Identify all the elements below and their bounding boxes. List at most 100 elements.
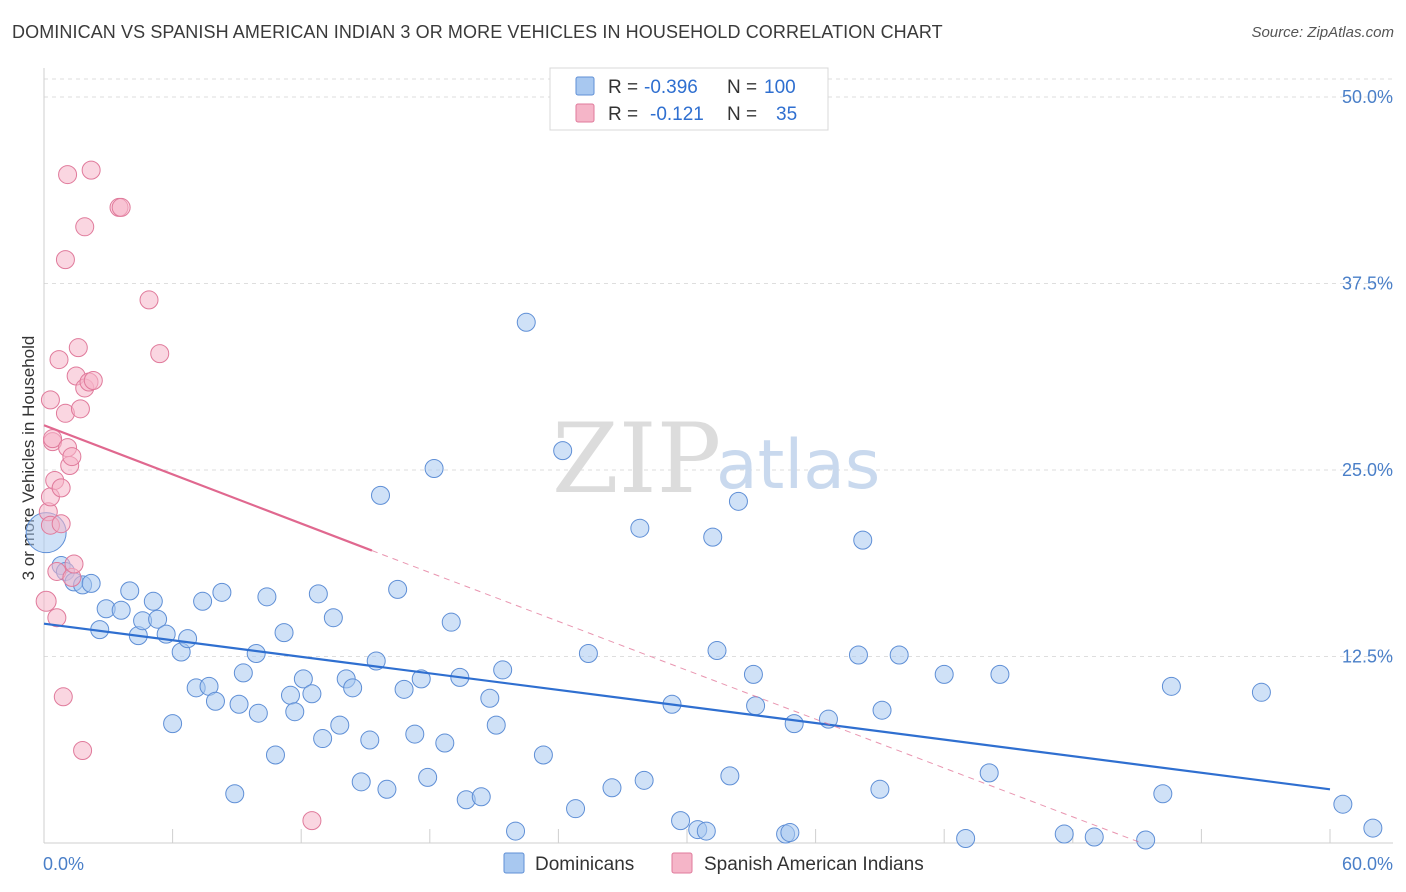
point-dominicans-27 — [248, 703, 268, 723]
point-dominicans-42 — [360, 730, 380, 750]
point-dominicans-66 — [602, 778, 622, 798]
point-dominicans-92 — [1054, 824, 1074, 844]
point-dominicans-97 — [1251, 682, 1271, 702]
legend-r-value-2: -0.121 — [650, 104, 704, 125]
legend-n-label-1: N = — [727, 77, 757, 98]
point-dominicans-57 — [480, 688, 500, 708]
point-dominicans-35 — [308, 584, 328, 604]
point-dominicans-88 — [934, 664, 954, 684]
point-spanish-american-indians-17 — [58, 165, 78, 185]
point-dominicans-56 — [471, 787, 491, 807]
point-dominicans-98 — [1333, 794, 1353, 814]
trend-line-dominicans — [43, 622, 1331, 791]
x-min-label: 0.0% — [43, 854, 84, 874]
point-dominicans-41 — [351, 772, 371, 792]
point-dominicans-61 — [516, 312, 536, 332]
axes — [43, 68, 1393, 844]
point-dominicans-30 — [274, 623, 294, 643]
data-points — [25, 160, 1383, 850]
point-dominicans-19 — [193, 591, 213, 611]
point-spanish-american-indians-3 — [40, 390, 60, 410]
point-spanish-american-indians-25 — [73, 740, 93, 760]
point-dominicans-90 — [979, 763, 999, 783]
point-dominicans-95 — [1153, 784, 1173, 804]
point-dominicans-21 — [205, 691, 225, 711]
point-dominicans-52 — [435, 733, 455, 753]
point-dominicans-76 — [728, 491, 748, 511]
watermark: ZIP atlas — [552, 403, 880, 515]
point-dominicans-25 — [233, 663, 253, 683]
point-dominicans-99 — [1363, 818, 1383, 838]
point-spanish-american-indians-23 — [68, 338, 88, 358]
bottom-legend-swatch-spanish-american-indians — [671, 852, 693, 874]
trend-lines — [43, 424, 1331, 844]
source-label: Source: ZipAtlas.com — [1251, 24, 1394, 41]
point-dominicans-59 — [493, 660, 513, 680]
point-dominicans-87 — [889, 645, 909, 665]
point-spanish-american-indians-30 — [81, 160, 101, 180]
point-dominicans-85 — [870, 779, 890, 799]
point-dominicans-8 — [111, 600, 131, 620]
bottom-legend-label-dominicans: Dominicans — [535, 854, 634, 875]
point-spanish-american-indians-34 — [150, 344, 170, 364]
y-tick-label-1: 25.0% — [1342, 460, 1393, 480]
legend-n-label-2: N = — [727, 104, 757, 125]
point-dominicans-53 — [441, 612, 461, 632]
point-dominicans-84 — [853, 530, 873, 550]
point-dominicans-48 — [405, 724, 425, 744]
point-spanish-american-indians-19 — [62, 447, 82, 467]
point-dominicans-80 — [780, 823, 800, 843]
watermark-zip: ZIP — [552, 403, 721, 515]
point-dominicans-31 — [280, 685, 300, 705]
legend-r-value-1: -0.396 — [644, 77, 698, 98]
point-dominicans-91 — [990, 664, 1010, 684]
point-dominicans-24 — [229, 694, 249, 714]
point-dominicans-22 — [212, 582, 232, 602]
y-tick-label-0: 12.5% — [1342, 647, 1393, 667]
point-spanish-american-indians-33 — [139, 290, 159, 310]
point-dominicans-17 — [178, 629, 198, 649]
point-dominicans-13 — [148, 609, 168, 629]
point-dominicans-44 — [371, 485, 391, 505]
legend: R = -0.396 N = 100 R = -0.121 N = 35 — [549, 67, 829, 131]
bottom-legend-swatch-dominicans — [503, 852, 525, 874]
point-dominicans-32 — [285, 702, 305, 722]
trend-line-spanish-american-indians — [43, 424, 373, 552]
point-dominicans-73 — [703, 527, 723, 547]
point-spanish-american-indians-11 — [51, 478, 71, 498]
point-dominicans-63 — [553, 441, 573, 461]
legend-swatch-spanish-american-indians — [575, 103, 595, 123]
point-dominicans-70 — [671, 811, 691, 831]
point-spanish-american-indians-21 — [64, 554, 84, 574]
point-dominicans-38 — [330, 715, 350, 735]
y-tick-labels: 12.5% 25.0% 37.5% 50.0% — [1342, 87, 1393, 667]
point-dominicans-51 — [424, 459, 444, 479]
point-spanish-american-indians-24 — [70, 399, 90, 419]
point-dominicans-34 — [302, 684, 322, 704]
point-spanish-american-indians-29 — [83, 370, 103, 390]
point-dominicans-93 — [1084, 827, 1104, 847]
point-dominicans-28 — [257, 587, 277, 607]
legend-box — [549, 67, 829, 131]
point-spanish-american-indians-8 — [47, 608, 67, 628]
legend-r-label-2: R = — [608, 104, 638, 125]
point-spanish-american-indians-12 — [51, 514, 71, 534]
point-dominicans-23 — [225, 784, 245, 804]
point-spanish-american-indians-0 — [35, 590, 57, 612]
point-dominicans-37 — [323, 608, 343, 628]
point-dominicans-94 — [1136, 830, 1156, 850]
point-dominicans-62 — [533, 745, 553, 765]
trend-extension-spanish-american-indians — [371, 550, 1142, 844]
point-dominicans-26 — [246, 644, 266, 664]
point-spanish-american-indians-14 — [55, 250, 75, 270]
point-dominicans-40 — [343, 678, 363, 698]
watermark-atlas: atlas — [716, 426, 880, 505]
point-dominicans-65 — [578, 644, 598, 664]
point-dominicans-29 — [265, 745, 285, 765]
point-dominicans-74 — [707, 641, 727, 661]
point-dominicans-86 — [872, 700, 892, 720]
point-dominicans-96 — [1161, 676, 1181, 696]
point-dominicans-89 — [956, 829, 976, 849]
point-spanish-american-indians-26 — [75, 217, 95, 237]
